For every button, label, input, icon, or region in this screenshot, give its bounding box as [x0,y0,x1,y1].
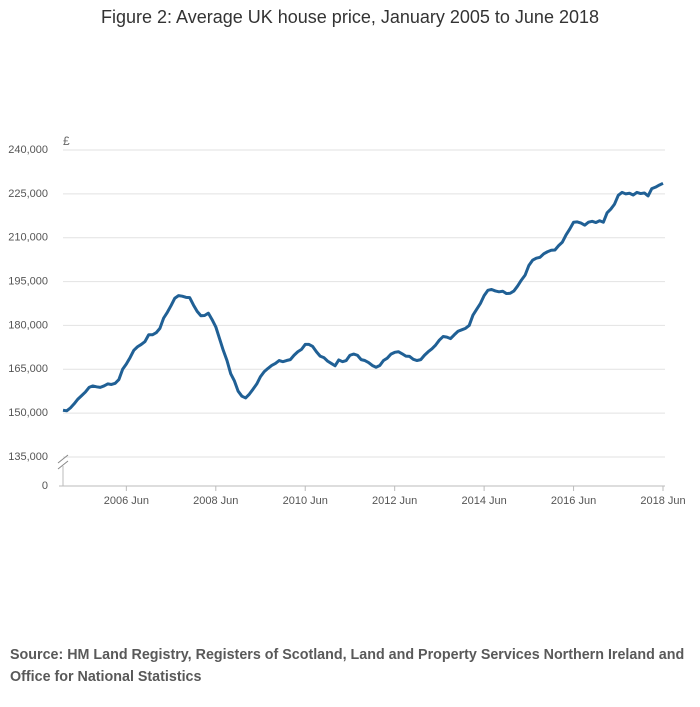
axis-break [57,460,69,470]
y-tick-label: 180,000 [8,319,48,331]
y-unit: £ [63,134,70,148]
y-tick-label: 240,000 [8,144,48,156]
x-tick-label: 2014 Jun [461,495,506,507]
x-tick-label: 2016 Jun [551,495,596,507]
chart: Figure 2: Average UK house price, Januar… [8,7,685,507]
source-note: Source: HM Land Registry, Registers of S… [10,647,685,685]
price-line [62,181,664,413]
y-tick-label: 0 [42,480,48,492]
chart-title: Figure 2: Average UK house price, Januar… [101,7,599,27]
y-tick-label: 225,000 [8,188,48,200]
x-tick-label: 2008 Jun [193,495,238,507]
y-tick-label: 195,000 [8,275,48,287]
axis-break [57,454,69,464]
y-tick-label: 150,000 [8,407,48,419]
y-tick-label: 210,000 [8,232,48,244]
x-tick-label: 2012 Jun [372,495,417,507]
x-tick-label: 2006 Jun [104,495,149,507]
x-tick-label: 2010 Jun [283,495,328,507]
x-tick-label: 2018 Jun [640,495,685,507]
y-tick-label: 135,000 [8,451,48,463]
y-tick-label: 165,000 [8,363,48,375]
